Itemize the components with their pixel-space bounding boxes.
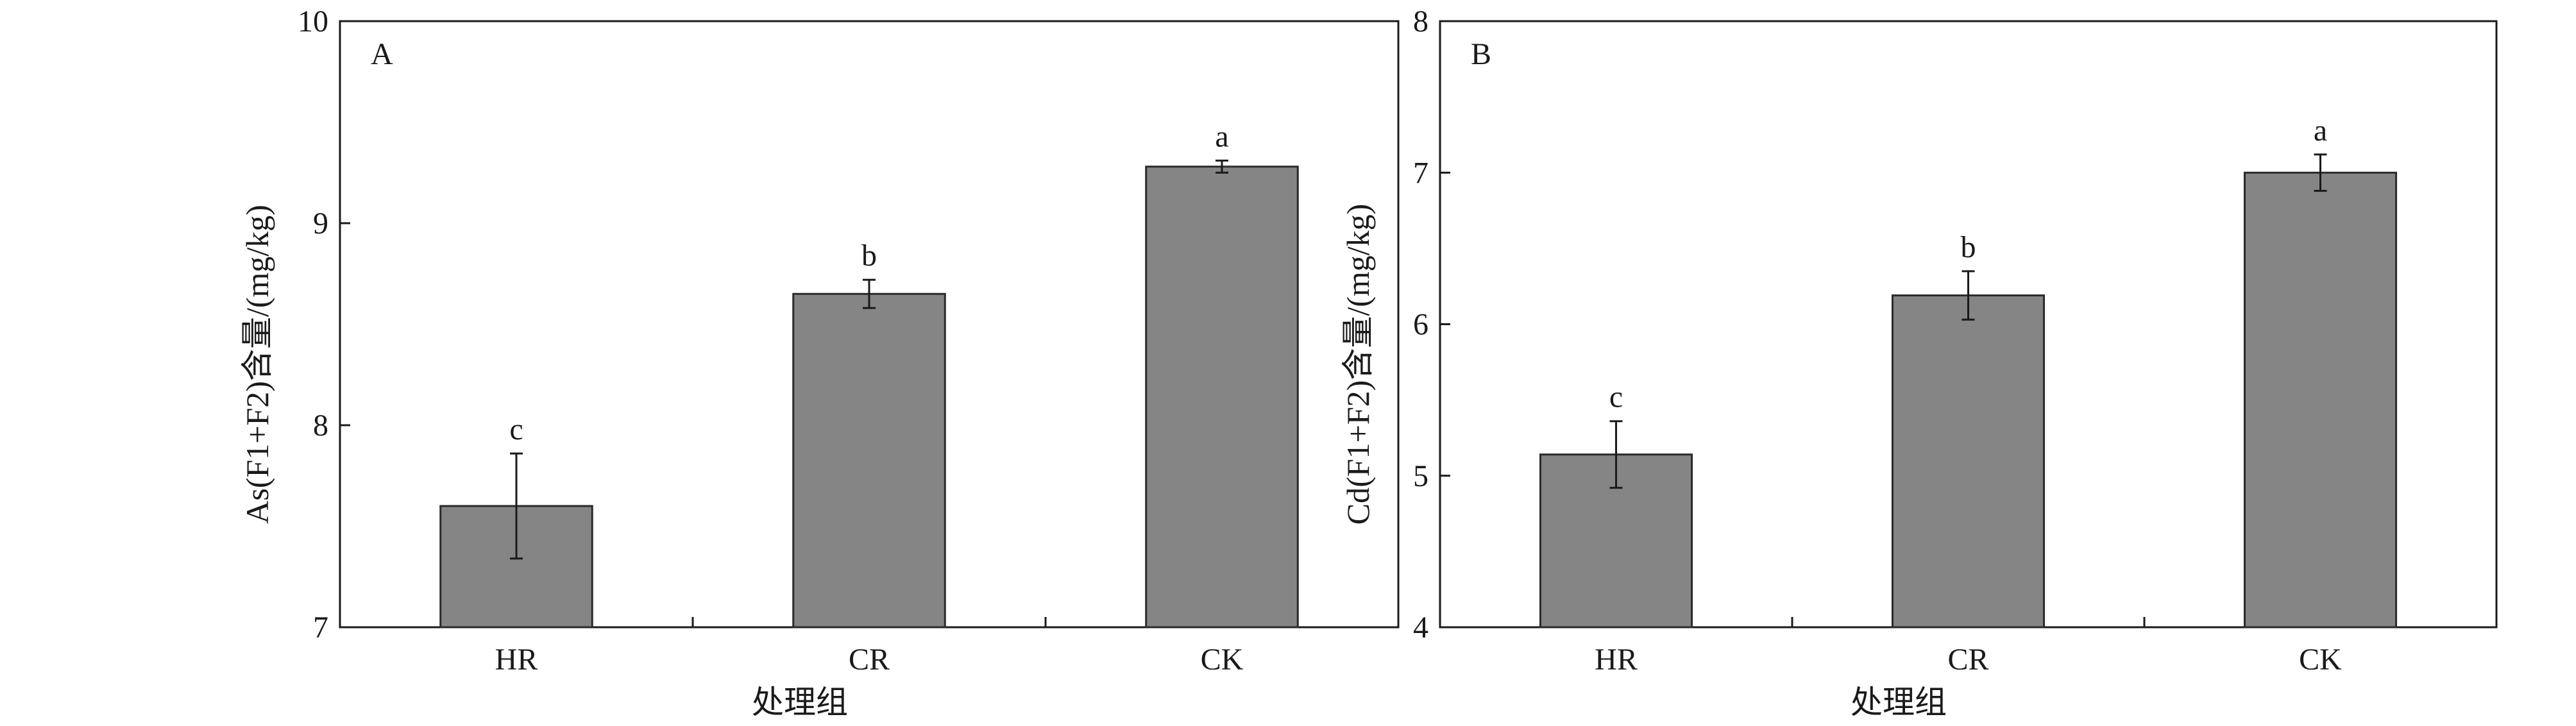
bar-a-ck xyxy=(1145,165,1299,629)
y-tick-label-b-2: 6 xyxy=(1413,308,1428,342)
y-axis-title-a: As(F1+F2)含量/(mg/kg) xyxy=(239,205,275,524)
bar-b-ck xyxy=(2243,171,2398,629)
panel-label-a: A xyxy=(371,37,393,71)
x-tick-label-a-cr: CR xyxy=(849,643,890,677)
x-tick-label-b-hr: HR xyxy=(1595,643,1638,677)
panel-label-b: B xyxy=(1471,37,1491,71)
significance-letter-b-cr: b xyxy=(1961,230,1976,264)
y-tick-label-a-2: 9 xyxy=(313,207,328,241)
y-tick-label-b-4: 8 xyxy=(1413,4,1428,38)
significance-letter-b-ck: a xyxy=(2314,114,2327,148)
significance-letter-a-hr: c xyxy=(509,412,523,446)
y-tick-label-a-1: 8 xyxy=(313,409,328,443)
y-tick-label-a-3: 10 xyxy=(298,4,328,38)
significance-letter-a-cr: b xyxy=(861,239,877,273)
significance-letter-b-hr: c xyxy=(1609,380,1623,414)
y-tick-label-b-3: 7 xyxy=(1413,156,1428,190)
chart-panel-b: B 处理组 Cd(F1+F2)含量/(mg/kg) 4 5 6 7 8 c HR b CR a CK xyxy=(1340,4,2498,720)
y-tick-label-a-0: 7 xyxy=(313,611,328,645)
y-axis-title-b: Cd(F1+F2)含量/(mg/kg) xyxy=(1340,204,1376,525)
x-tick-label-b-ck: CK xyxy=(2299,643,2342,677)
y-tick-label-b-0: 4 xyxy=(1413,611,1428,645)
x-tick-label-b-cr: CR xyxy=(1947,643,1988,677)
bar-b-cr xyxy=(1891,294,2046,629)
y-tick-label-b-1: 5 xyxy=(1413,459,1428,493)
chart-panel-a: A 处理组 As(F1+F2)含量/(mg/kg) 7 8 9 10 c HR b CR a CK xyxy=(239,4,1400,720)
x-tick-label-a-ck: CK xyxy=(1201,643,1244,677)
significance-letter-a-ck: a xyxy=(1215,119,1228,153)
x-axis-title-b: 处理组 xyxy=(1851,684,1947,720)
x-axis-title-a: 处理组 xyxy=(752,684,848,720)
bar-a-cr xyxy=(792,292,946,629)
x-tick-label-a-hr: HR xyxy=(495,643,538,677)
